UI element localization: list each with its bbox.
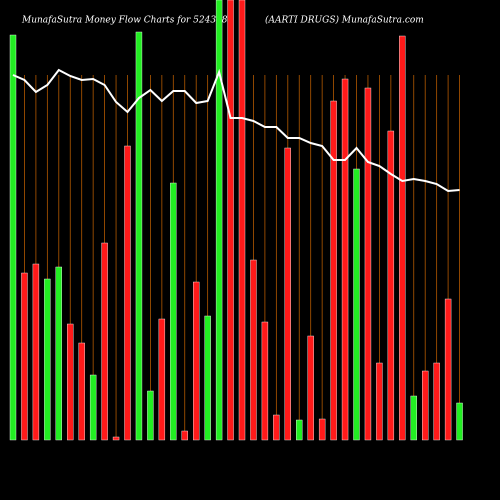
bar <box>147 390 154 441</box>
bar <box>444 298 452 441</box>
bar <box>89 374 97 441</box>
bar <box>21 272 28 441</box>
bar <box>296 419 303 441</box>
bar <box>227 0 234 441</box>
bar <box>410 395 417 441</box>
bar <box>112 436 120 441</box>
bar <box>78 342 85 441</box>
bar <box>135 31 143 441</box>
bar <box>9 34 17 441</box>
bar <box>387 130 395 441</box>
bar <box>181 430 188 441</box>
bar <box>399 35 406 441</box>
bar <box>307 335 314 441</box>
bar <box>44 278 51 441</box>
bar <box>238 0 246 441</box>
bar <box>341 78 349 441</box>
bar <box>330 100 337 441</box>
bar <box>318 418 326 441</box>
bar <box>433 362 440 441</box>
bar <box>376 362 383 441</box>
money-flow-line <box>12 68 460 193</box>
bar <box>456 402 463 441</box>
bar <box>422 370 429 441</box>
chart-subtitle: (AARTI DRUGS) MunafaSutra.com <box>265 15 424 26</box>
bar <box>273 414 280 441</box>
bar <box>284 147 291 441</box>
bar <box>170 182 177 441</box>
bar <box>215 0 223 441</box>
bar <box>101 242 108 441</box>
bar <box>67 323 74 441</box>
bar <box>261 321 269 441</box>
bar <box>55 266 62 441</box>
bar <box>158 318 166 441</box>
bar <box>192 281 200 441</box>
bar <box>364 87 372 441</box>
chart-title: MunafaSutra Money Flow Charts for 524348 <box>21 16 228 26</box>
bar <box>124 145 131 441</box>
bar <box>32 263 40 441</box>
bar <box>204 315 211 441</box>
bar <box>250 259 257 441</box>
bar <box>353 168 360 441</box>
